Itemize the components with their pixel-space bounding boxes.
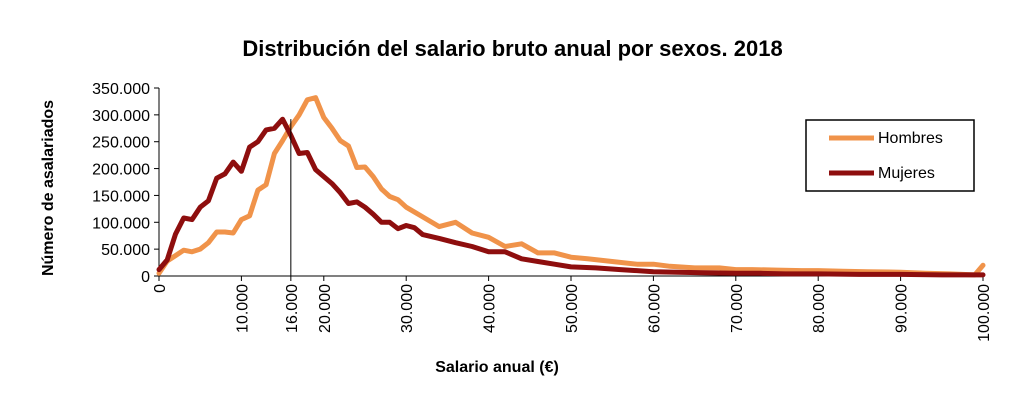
legend: Hombres Mujeres [805,119,975,192]
x-tick-label: 50.000 [564,284,581,333]
x-tick-label: 40.000 [482,284,499,333]
x-tick-label: 10.000 [234,284,251,333]
x-tick-label: 70.000 [729,284,746,333]
y-tick-label: 200.000 [92,162,150,179]
tick-labels: 0 50.000 100.000 150.000 200.000 250.000 300.0… [92,81,993,342]
legend-label-hombres: Hombres [878,130,943,147]
series-line-hombres [156,95,986,278]
x-tick-label: 0 [152,284,169,293]
x-axis-title: Salario anual (€) [435,359,559,376]
series-line-mujeres [156,116,986,278]
y-tick-label: 100.000 [92,215,150,232]
y-axis-title: Número de asalariados [40,100,57,276]
y-tick-label: 300.000 [92,108,150,125]
legend-box [805,119,975,192]
chart-title: Distribución del salario bruto anual por… [242,36,783,61]
x-tick-label: 80.000 [811,284,828,333]
x-tick-label: 16.000 [284,284,301,333]
x-tick-label: 30.000 [399,284,416,333]
y-tick-label: 250.000 [92,135,150,152]
y-tick-label: 50.000 [101,242,150,259]
series-lines [156,95,986,278]
y-tick-label: 150.000 [92,188,150,205]
x-tick-label: 20.000 [317,284,334,333]
legend-label-mujeres: Mujeres [878,165,935,182]
y-tick-label: 0 [141,269,150,286]
y-tick-label: 350.000 [92,81,150,98]
x-tick-label: 100.000 [976,284,993,342]
x-tick-label: 60.000 [646,284,663,333]
x-tick-label: 90.000 [894,284,911,333]
